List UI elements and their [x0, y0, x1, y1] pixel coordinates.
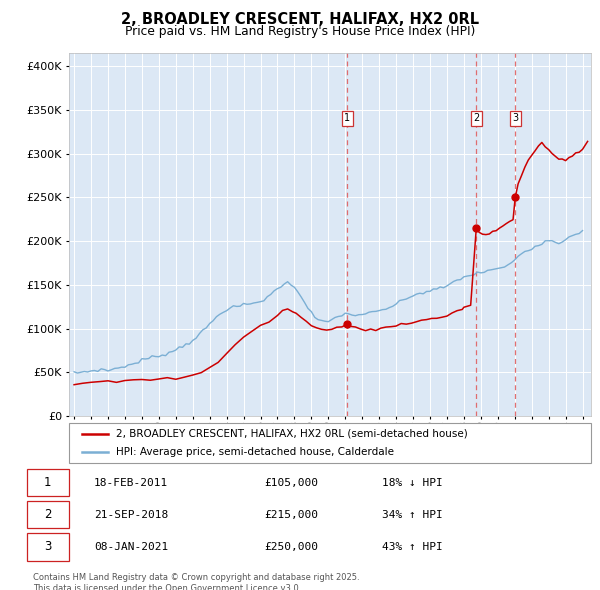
FancyBboxPatch shape: [27, 501, 69, 529]
Text: £105,000: £105,000: [265, 478, 319, 488]
Text: Price paid vs. HM Land Registry's House Price Index (HPI): Price paid vs. HM Land Registry's House …: [125, 25, 475, 38]
FancyBboxPatch shape: [69, 423, 591, 463]
Text: 2: 2: [44, 508, 52, 522]
FancyBboxPatch shape: [27, 469, 69, 496]
Text: 34% ↑ HPI: 34% ↑ HPI: [382, 510, 442, 520]
Text: 2, BROADLEY CRESCENT, HALIFAX, HX2 0RL: 2, BROADLEY CRESCENT, HALIFAX, HX2 0RL: [121, 12, 479, 27]
FancyBboxPatch shape: [27, 533, 69, 560]
Text: 3: 3: [44, 540, 52, 553]
Text: 18% ↓ HPI: 18% ↓ HPI: [382, 478, 442, 488]
Text: 18-FEB-2011: 18-FEB-2011: [94, 478, 169, 488]
Text: 1: 1: [344, 113, 350, 123]
Text: 2, BROADLEY CRESCENT, HALIFAX, HX2 0RL (semi-detached house): 2, BROADLEY CRESCENT, HALIFAX, HX2 0RL (…: [116, 429, 468, 439]
Text: 2: 2: [473, 113, 479, 123]
Text: 1: 1: [44, 476, 52, 489]
Text: £215,000: £215,000: [265, 510, 319, 520]
Text: Contains HM Land Registry data © Crown copyright and database right 2025.
This d: Contains HM Land Registry data © Crown c…: [33, 573, 359, 590]
Text: £250,000: £250,000: [265, 542, 319, 552]
Text: HPI: Average price, semi-detached house, Calderdale: HPI: Average price, semi-detached house,…: [116, 447, 394, 457]
Text: 3: 3: [512, 113, 518, 123]
Text: 21-SEP-2018: 21-SEP-2018: [94, 510, 169, 520]
Text: 08-JAN-2021: 08-JAN-2021: [94, 542, 169, 552]
Text: 43% ↑ HPI: 43% ↑ HPI: [382, 542, 442, 552]
